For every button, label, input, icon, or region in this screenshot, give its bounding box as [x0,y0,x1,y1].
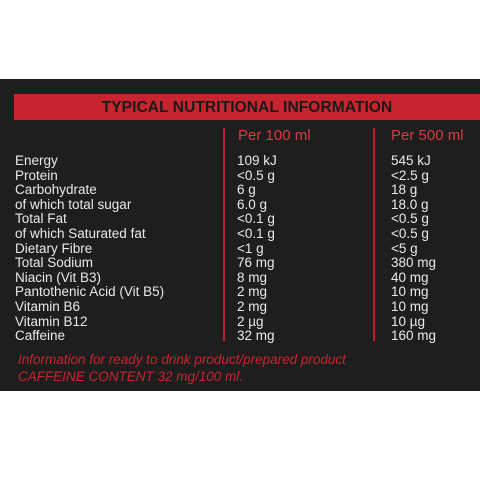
value-per-500ml: 18.0 g [391,196,429,212]
nutrient-label: Total Fat [15,211,67,227]
value-per-500ml: 380 mg [391,255,437,271]
table-row: Dietary Fibre <1 g <5 g [0,240,480,257]
footnote-caffeine-content: CAFFEINE CONTENT 32 mg/100 ml. [18,369,244,384]
value-per-500ml: 545 kJ [391,153,431,168]
value-per-500ml: 10 µg [391,313,426,329]
table-row: Total Fat <0.1 g <0.5 g [0,212,480,227]
value-per-100ml: 2 mg [237,284,268,300]
column-header-per-500ml: Per 500 ml [391,127,464,144]
title-banner: TYPICAL NUTRITIONAL INFORMATION [14,94,480,120]
value-per-100ml: 109 kJ [237,153,277,168]
value-per-100ml: <0.5 g [237,167,275,183]
table-row: Caffeine 32 mg 160 mg [0,329,480,344]
value-per-100ml: 76 mg [237,255,275,271]
table-row: Protein <0.5 g <2.5 g [0,167,480,184]
table-row: Carbohydrate 6 g 18 g [0,183,480,198]
nutrient-label: of which total sugar [15,196,132,212]
nutrient-label: Protein [15,167,58,183]
value-per-100ml: 6.0 g [237,196,268,212]
nutrient-label: Carbohydrate [15,182,97,198]
value-per-100ml: 6 g [237,182,256,198]
footnote-prepared-product: Information for ready to drink product/p… [18,352,346,367]
value-per-500ml: 40 mg [391,269,429,285]
nutrient-label: Niacin (Vit B3) [15,269,102,285]
nutrient-label: Caffeine [15,328,66,344]
value-per-100ml: 2 mg [237,298,268,314]
nutrient-label: of which Saturated fat [15,225,146,241]
table-row: Energy 109 kJ 545 kJ [0,153,480,169]
column-header-per-100ml: Per 100 ml [238,127,311,144]
value-per-500ml: <0.5 g [391,225,429,241]
nutrient-label: Vitamin B6 [15,298,81,314]
value-per-500ml: 10 mg [391,298,429,314]
value-per-500ml: <5 g [391,240,418,256]
table-title: TYPICAL NUTRITIONAL INFORMATION [101,99,393,116]
table-row: of which total sugar 6.0 g 18.0 g [0,196,480,213]
nutrient-label: Energy [15,153,58,168]
value-per-500ml: 18 g [391,182,418,198]
table-row: Vitamin B12 2 µg 10 µg [0,313,480,330]
table-row: Niacin (Vit B3) 8 mg 40 mg [0,269,480,286]
value-per-100ml: 8 mg [237,269,268,285]
column-divider-left [223,128,225,341]
table-row: Pantothenic Acid (Vit B5) 2 mg 10 mg [0,285,480,300]
nutrient-label: Vitamin B12 [15,313,88,329]
nutrient-label: Total Sodium [15,255,94,271]
column-divider-right [373,128,375,341]
nutrient-label: Pantothenic Acid (Vit B5) [15,284,165,300]
value-per-500ml: 160 mg [391,328,437,344]
table-row: Total Sodium 76 mg 380 mg [0,256,480,271]
value-per-100ml: <1 g [237,240,264,256]
value-per-500ml: <2.5 g [391,167,429,183]
nutrient-label: Dietary Fibre [15,240,93,256]
nutrition-rows: Energy 109 kJ 545 kJ Protein <0.5 g <2.5 g Car… [0,153,480,344]
table-row: of which Saturated fat <0.1 g <0.5 g [0,225,480,242]
value-per-100ml: 32 mg [237,328,275,344]
value-per-500ml: 10 mg [391,284,429,300]
table-row: Vitamin B6 2 mg 10 mg [0,298,480,315]
value-per-100ml: 2 µg [237,313,264,329]
value-per-100ml: <0.1 g [237,225,275,241]
value-per-500ml: <0.5 g [391,211,429,227]
nutrition-panel [0,79,480,391]
value-per-100ml: <0.1 g [237,211,275,227]
